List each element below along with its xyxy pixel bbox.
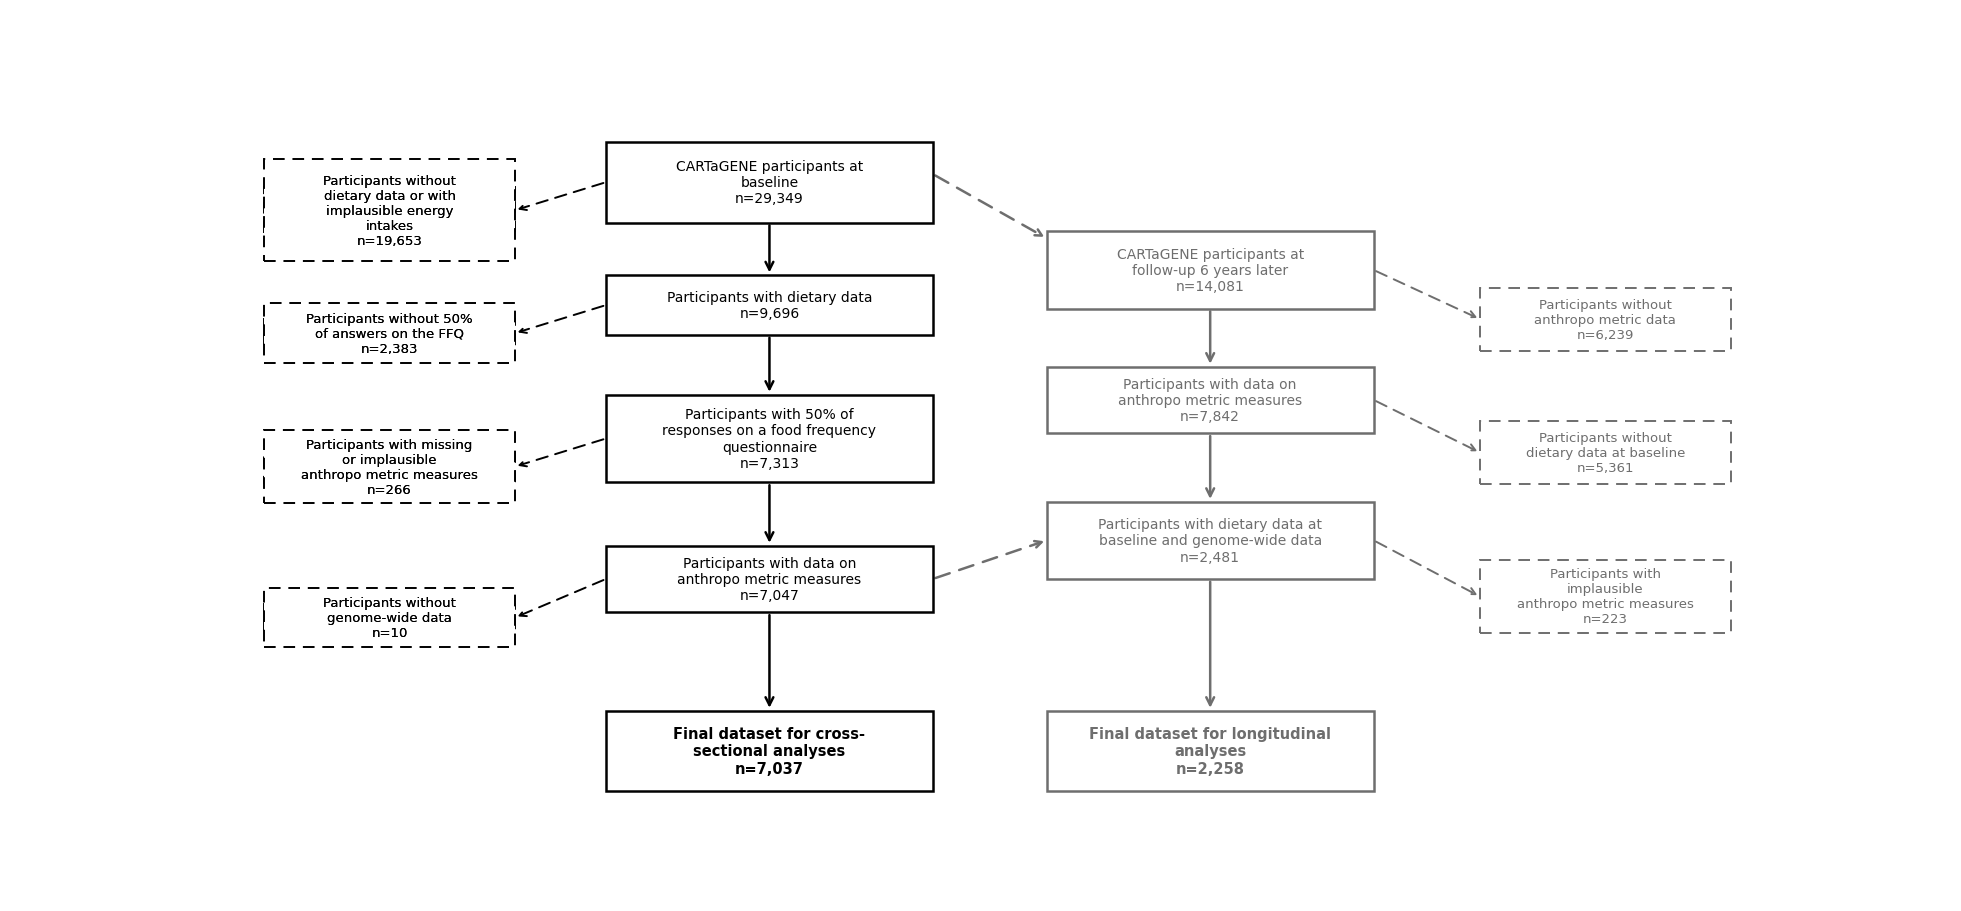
- Text: Final dataset for cross-
sectional analyses
n=7,037: Final dataset for cross- sectional analy…: [673, 726, 865, 776]
- FancyBboxPatch shape: [265, 160, 516, 261]
- FancyBboxPatch shape: [1047, 232, 1373, 309]
- Text: Final dataset for longitudinal
analyses
n=2,258: Final dataset for longitudinal analyses …: [1088, 726, 1332, 776]
- FancyBboxPatch shape: [1047, 711, 1373, 792]
- Text: Participants without
dietary data or with
implausible energy
intakes
n=19,653: Participants without dietary data or wit…: [324, 175, 457, 248]
- FancyBboxPatch shape: [265, 589, 516, 648]
- Text: Participants without
genome-wide data
n=10: Participants without genome-wide data n=…: [324, 597, 457, 640]
- FancyBboxPatch shape: [1481, 422, 1732, 485]
- FancyBboxPatch shape: [265, 604, 516, 631]
- Text: Participants with data on
anthropo metric measures
n=7,842: Participants with data on anthropo metri…: [1118, 377, 1302, 424]
- Text: Participants with data on
anthropo metric measures
n=7,047: Participants with data on anthropo metri…: [677, 556, 861, 602]
- FancyBboxPatch shape: [606, 395, 933, 483]
- FancyBboxPatch shape: [606, 143, 933, 223]
- Text: Participants with dietary data at
baseline and genome-wide data
n=2,481: Participants with dietary data at baseli…: [1098, 517, 1322, 564]
- FancyBboxPatch shape: [1047, 367, 1373, 434]
- Text: Participants without
genome-wide data
n=10: Participants without genome-wide data n=…: [324, 597, 457, 640]
- FancyBboxPatch shape: [606, 276, 933, 335]
- FancyBboxPatch shape: [606, 546, 933, 612]
- Text: Participants with missing
or implausible
anthropo metric measures
n=266: Participants with missing or implausible…: [302, 438, 478, 496]
- Text: Participants without 50%
of answers on the FFQ
n=2,383: Participants without 50% of answers on t…: [306, 312, 473, 355]
- Text: Participants without 50%
of answers on the FFQ
n=2,383: Participants without 50% of answers on t…: [306, 312, 473, 355]
- Text: CARTaGENE participants at
baseline
n=29,349: CARTaGENE participants at baseline n=29,…: [677, 159, 863, 206]
- FancyBboxPatch shape: [265, 320, 516, 348]
- FancyBboxPatch shape: [606, 711, 933, 792]
- FancyBboxPatch shape: [265, 188, 516, 235]
- Text: Participants with 50% of
responses on a food frequency
questionnaire
n=7,313: Participants with 50% of responses on a …: [663, 408, 877, 470]
- FancyBboxPatch shape: [265, 450, 516, 485]
- Text: Participants with dietary data
n=9,696: Participants with dietary data n=9,696: [667, 291, 873, 321]
- Text: Participants without
dietary data at baseline
n=5,361: Participants without dietary data at bas…: [1526, 432, 1684, 475]
- FancyBboxPatch shape: [1481, 288, 1732, 352]
- FancyBboxPatch shape: [265, 304, 516, 363]
- FancyBboxPatch shape: [1047, 502, 1373, 579]
- Text: CARTaGENE participants at
follow-up 6 years later
n=14,081: CARTaGENE participants at follow-up 6 ye…: [1116, 248, 1304, 294]
- Text: Participants with missing
or implausible
anthropo metric measures
n=266: Participants with missing or implausible…: [302, 438, 478, 496]
- Text: Participants without
dietary data or with
implausible energy
intakes
n=19,653: Participants without dietary data or wit…: [324, 175, 457, 248]
- FancyBboxPatch shape: [265, 430, 516, 504]
- Text: Participants without
anthropo metric data
n=6,239: Participants without anthropo metric dat…: [1534, 298, 1677, 342]
- Text: Participants with
implausible
anthropo metric measures
n=223: Participants with implausible anthropo m…: [1518, 568, 1694, 626]
- FancyBboxPatch shape: [1481, 560, 1732, 634]
